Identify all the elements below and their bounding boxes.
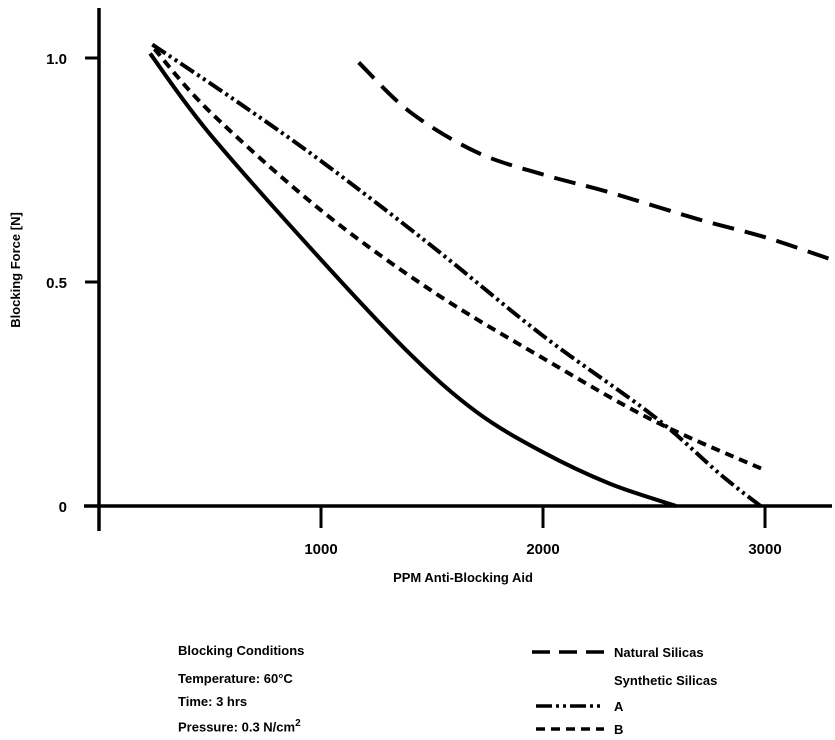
x-tick-label: 2000 (526, 541, 559, 558)
pressure-label: Pressure: (178, 719, 238, 735)
axes (84, 8, 832, 531)
x-tick-label: 3000 (748, 541, 781, 558)
series-c (148, 52, 677, 508)
series-a (151, 42, 762, 508)
legend-b-label: B (614, 722, 623, 737)
ticks: 1000 2000 3000 0 0.5 1.0 (46, 51, 782, 558)
series-b (153, 47, 766, 473)
series-layer (148, 42, 833, 508)
y-tick-label: 1.0 (46, 51, 67, 68)
y-tick-label: 0.5 (46, 275, 67, 292)
series-natural-silicas (357, 61, 833, 262)
temperature-value: 60°C (263, 671, 293, 686)
legend: Natural Silicas Synthetic Silicas A B C (532, 645, 717, 737)
conditions-title: Blocking Conditions (178, 643, 305, 658)
time-label: Time: (178, 694, 213, 709)
time-value: 3 hrs (216, 694, 248, 709)
temperature-row: Temperature: 60°C (178, 671, 293, 686)
y-axis-title: Blocking Force [N] (8, 212, 23, 328)
time-row: Time: 3 hrs (178, 694, 247, 709)
pressure-exponent: 2 (295, 718, 301, 729)
temperature-label: Temperature: (178, 671, 261, 686)
pressure-value: 0.3 N/cm (241, 719, 296, 735)
legend-natural-label: Natural Silicas (614, 645, 704, 660)
x-axis-title: PPM Anti-Blocking Aid (393, 570, 533, 585)
legend-synthetic-heading: Synthetic Silicas (614, 673, 717, 688)
x-tick-label: 1000 (304, 541, 337, 558)
legend-a-label: A (614, 699, 624, 714)
y-tick-label: 0 (59, 499, 67, 516)
pressure-row: Pressure: 0.3 N/cm2 (178, 718, 301, 734)
